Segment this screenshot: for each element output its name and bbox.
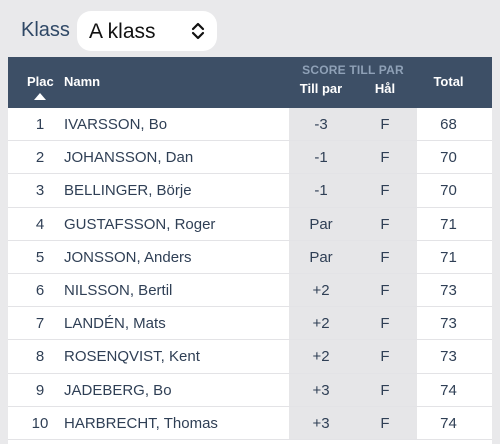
header-till-par[interactable]: Till par (299, 81, 343, 96)
table-body: 1 IVARSSON, Bo -3 F 68 2 JOHANSSON, Dan … (8, 108, 492, 440)
table-row[interactable]: 5 JONSSON, Anders Par F 71 (8, 240, 492, 274)
table-row[interactable]: 1 IVARSSON, Bo -3 F 68 (8, 108, 492, 142)
cell-total: 71 (440, 215, 457, 233)
table-row[interactable]: 10 HARBRECHT, Thomas +3 F 74 (8, 406, 492, 440)
table-row[interactable]: 4 GUSTAFSSON, Roger Par F 71 (8, 207, 492, 241)
table-row[interactable]: 2 JOHANSSON, Dan -1 F 70 (8, 141, 492, 175)
score-column-shade (289, 240, 417, 273)
score-column-shade (289, 373, 417, 406)
cell-hal: F (380, 281, 390, 299)
cell-plac: 9 (35, 381, 45, 399)
cell-namn: ROSENQVIST, Kent (64, 348, 200, 366)
cell-hal: F (380, 215, 390, 233)
cell-plac: 2 (35, 149, 45, 167)
cell-total: 70 (440, 182, 457, 200)
cell-total: 74 (440, 381, 457, 399)
score-column-shade (289, 141, 417, 174)
score-column-shade (289, 307, 417, 340)
cell-namn: NILSSON, Bertil (64, 281, 173, 299)
results-table: Plac Namn SCORE TILL PAR Till par Hål To… (8, 57, 492, 444)
cell-hal: F (380, 414, 390, 432)
cell-till-par: -1 (314, 182, 328, 200)
cell-till-par: -1 (314, 149, 328, 167)
cell-till-par: +2 (312, 348, 330, 366)
score-column-shade (289, 340, 417, 373)
cell-plac: 5 (35, 248, 45, 266)
cell-namn: JADEBERG, Bo (64, 381, 172, 399)
cell-total: 71 (440, 248, 457, 266)
table-header: Plac Namn SCORE TILL PAR Till par Hål To… (8, 57, 492, 108)
cell-hal: F (380, 149, 390, 167)
cell-hal: F (380, 381, 390, 399)
cell-total: 73 (440, 348, 457, 366)
cell-total: 73 (440, 281, 457, 299)
cell-namn: LANDÉN, Mats (64, 315, 166, 333)
score-column-shade (289, 108, 417, 141)
header-plac[interactable]: Plac (27, 74, 54, 89)
cell-plac: 10 (31, 414, 49, 432)
cell-hal: F (380, 348, 390, 366)
cell-total: 73 (440, 315, 457, 333)
cell-plac: 7 (35, 315, 45, 333)
cell-till-par: +2 (312, 281, 330, 299)
cell-plac: 3 (35, 182, 45, 200)
cell-till-par: +3 (312, 381, 330, 399)
table-row[interactable]: 8 ROSENQVIST, Kent +2 F 73 (8, 340, 492, 374)
cell-hal: F (380, 182, 390, 200)
cell-till-par: +2 (312, 315, 330, 333)
cell-plac: 1 (35, 116, 45, 133)
score-column-shade (289, 174, 417, 207)
cell-total: 68 (440, 116, 457, 133)
cell-namn: JOHANSSON, Dan (64, 149, 194, 167)
score-column-shade (289, 207, 417, 240)
cell-plac: 8 (35, 348, 45, 366)
header-total[interactable]: Total (433, 74, 464, 89)
score-column-shade (289, 406, 417, 439)
cell-namn: JONSSON, Anders (64, 248, 192, 266)
header-hal[interactable]: Hål (374, 81, 396, 96)
table-row[interactable]: 9 JADEBERG, Bo +3 F 74 (8, 373, 492, 407)
klass-filter-bar: Klass A klass (0, 0, 500, 57)
cell-namn: GUSTAFSSON, Roger (64, 215, 216, 233)
klass-select-value: A klass (89, 20, 156, 43)
cell-till-par: Par (309, 248, 333, 266)
table-row[interactable]: 7 LANDÉN, Mats +2 F 73 (8, 307, 492, 341)
cell-till-par: -3 (314, 116, 328, 133)
table-row[interactable]: 6 NILSSON, Bertil +2 F 73 (8, 273, 492, 308)
cell-hal: F (380, 315, 390, 333)
header-namn[interactable]: Namn (64, 74, 101, 89)
sort-ascending-icon[interactable] (34, 93, 46, 100)
cell-namn: HARBRECHT, Thomas (64, 414, 218, 432)
cell-hal: F (380, 248, 390, 266)
score-column-shade (289, 273, 417, 307)
table-row[interactable]: 3 BELLINGER, Börje -1 F 70 (8, 174, 492, 208)
klass-label: Klass (21, 19, 70, 41)
cell-total: 70 (440, 149, 457, 167)
cell-namn: IVARSSON, Bo (64, 116, 168, 133)
header-score-group: SCORE TILL PAR (302, 63, 404, 77)
klass-select[interactable]: A klass (77, 11, 217, 51)
cell-hal: F (380, 116, 390, 133)
cell-total: 74 (440, 414, 457, 432)
cell-plac: 6 (35, 281, 45, 299)
cell-plac: 4 (35, 215, 45, 233)
chevron-up-down-icon (191, 22, 205, 40)
cell-till-par: Par (309, 215, 333, 233)
cell-namn: BELLINGER, Börje (64, 182, 192, 200)
cell-till-par: +3 (312, 414, 330, 432)
